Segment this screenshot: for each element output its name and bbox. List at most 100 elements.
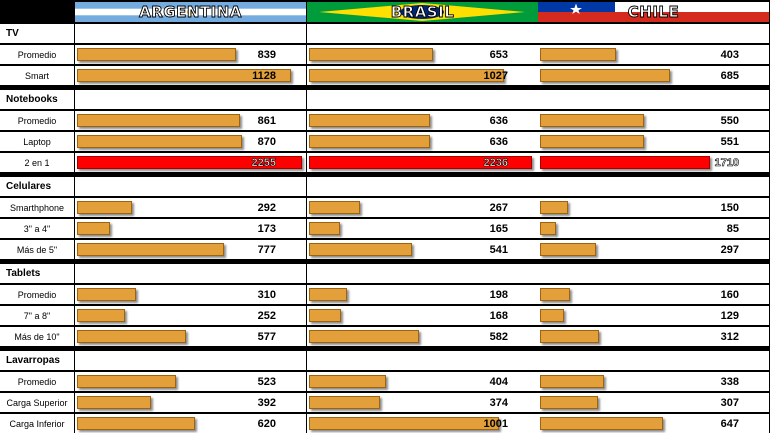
value-label: 129 xyxy=(720,310,739,322)
value-label: 160 xyxy=(720,289,739,301)
header-cell xyxy=(307,24,538,43)
value-bar xyxy=(77,69,291,82)
highlight-bar xyxy=(309,156,532,169)
data-cell xyxy=(307,198,538,217)
value-bar xyxy=(77,201,132,214)
data-cell xyxy=(75,219,306,238)
value-bar xyxy=(309,396,380,409)
value-label: 403 xyxy=(720,49,739,61)
row-label: Smart xyxy=(0,66,74,85)
value-bar xyxy=(77,48,236,61)
row-label: Promedio xyxy=(0,372,74,391)
value-bar xyxy=(540,330,599,343)
section-header: Tablets xyxy=(0,264,74,283)
value-bar xyxy=(540,396,598,409)
value-label: 636 xyxy=(489,115,508,127)
value-label: 1001 xyxy=(483,418,508,430)
value-label: 198 xyxy=(489,289,508,301)
value-label: 1027 xyxy=(483,70,508,82)
value-label: 173 xyxy=(257,223,276,235)
data-cell xyxy=(538,306,769,325)
section-header: TV xyxy=(0,24,74,43)
value-label: 861 xyxy=(257,115,276,127)
value-bar xyxy=(77,330,186,343)
header-cell xyxy=(307,90,538,109)
value-bar xyxy=(540,417,663,430)
value-label: 551 xyxy=(720,136,739,148)
value-bar xyxy=(540,201,568,214)
value-bar xyxy=(540,375,604,388)
value-label: 297 xyxy=(720,244,739,256)
data-cell xyxy=(538,219,769,238)
header-cell xyxy=(75,264,306,283)
data-cell xyxy=(75,198,306,217)
argentina-flag-graphic xyxy=(75,2,306,22)
row-label: Promedio xyxy=(0,111,74,130)
value-bar xyxy=(77,288,136,301)
row-label: Promedio xyxy=(0,285,74,304)
value-bar xyxy=(309,375,386,388)
value-bar xyxy=(309,417,499,430)
header-cell xyxy=(538,177,769,196)
value-bar xyxy=(540,288,570,301)
row-label: 3" a 4" xyxy=(0,219,74,238)
chile-flag: CHILE xyxy=(538,2,769,22)
value-bar xyxy=(540,114,644,127)
data-cell xyxy=(538,285,769,304)
value-label: 404 xyxy=(489,376,508,388)
value-bar xyxy=(540,48,616,61)
data-cell xyxy=(538,198,769,217)
row-label: Smarthphone xyxy=(0,198,74,217)
value-label: 85 xyxy=(726,223,739,235)
row-label: 2 en 1 xyxy=(0,153,74,172)
value-label: 647 xyxy=(720,418,739,430)
value-label: 870 xyxy=(257,136,276,148)
header-cell xyxy=(538,90,769,109)
data-cell xyxy=(307,219,538,238)
value-label: 165 xyxy=(489,223,508,235)
header-cell xyxy=(307,264,538,283)
value-bar xyxy=(77,396,151,409)
value-label: 392 xyxy=(257,397,276,409)
value-bar xyxy=(309,243,412,256)
highlight-bar xyxy=(77,156,302,169)
value-bar xyxy=(77,375,176,388)
country-name: CHILE xyxy=(627,3,680,22)
argentina-flag: ARGENTINA xyxy=(75,2,306,22)
value-bar xyxy=(309,288,347,301)
value-bar xyxy=(77,309,125,322)
header-cell xyxy=(75,90,306,109)
value-label: 541 xyxy=(489,244,508,256)
header-cell xyxy=(75,351,306,370)
header-cell xyxy=(307,351,538,370)
header-cell xyxy=(538,351,769,370)
data-cell xyxy=(75,306,306,325)
value-bar xyxy=(309,309,341,322)
value-label: 620 xyxy=(257,418,276,430)
value-bar xyxy=(77,135,242,148)
header-cell xyxy=(75,177,306,196)
value-bar xyxy=(540,69,670,82)
value-label: 653 xyxy=(489,49,508,61)
value-label: 374 xyxy=(489,397,508,409)
value-bar xyxy=(540,243,596,256)
row-label: Promedio xyxy=(0,45,74,64)
value-bar xyxy=(309,201,360,214)
value-label: 338 xyxy=(720,376,739,388)
value-label: 307 xyxy=(720,397,739,409)
country-name: ARGENTINA xyxy=(139,3,242,22)
value-label: 523 xyxy=(257,376,276,388)
value-label: 252 xyxy=(257,310,276,322)
value-label: 267 xyxy=(489,202,508,214)
row-label: Más de 10" xyxy=(0,327,74,346)
value-label: 292 xyxy=(257,202,276,214)
value-label: 310 xyxy=(257,289,276,301)
value-bar xyxy=(309,69,504,82)
value-bar xyxy=(540,135,644,148)
header-cell xyxy=(307,177,538,196)
value-label: 150 xyxy=(720,202,739,214)
row-label: Carga Superior xyxy=(0,393,74,412)
value-bar xyxy=(77,417,195,430)
value-bar xyxy=(540,222,556,235)
